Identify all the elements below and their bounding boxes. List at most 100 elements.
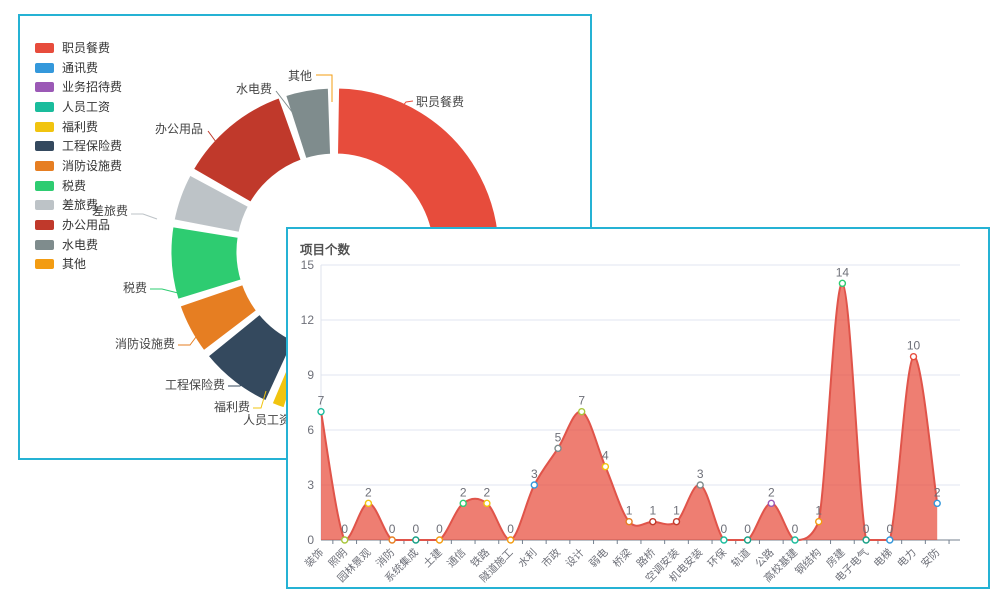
value-label-隧道施工: 0 [507, 522, 514, 536]
data-point-机电安装[interactable] [696, 481, 704, 489]
value-label-电梯: 0 [886, 522, 893, 536]
y-axis-label-12: 12 [301, 313, 315, 327]
pie-slice-10[interactable] [283, 85, 334, 162]
legend-item-6[interactable]: 消防设施费 [35, 156, 122, 176]
legend-label: 通讯费 [62, 60, 99, 75]
value-label-园林景观: 2 [365, 485, 372, 499]
pie-label-line-5 [228, 372, 252, 387]
value-label-电力: 10 [907, 339, 921, 353]
data-point-设计[interactable] [578, 407, 586, 416]
pie-label-line-0 [389, 100, 414, 123]
data-point-空调安装[interactable] [672, 517, 681, 526]
area-line [320, 282, 939, 542]
legend-item-10[interactable]: 水电费 [35, 235, 122, 255]
value-label-照明: 0 [341, 522, 348, 536]
data-point-轨道[interactable] [743, 536, 752, 544]
data-point-电梯[interactable] [886, 536, 894, 544]
legend-label: 消防设施费 [62, 158, 123, 173]
pie-label-10: 水电费 [236, 82, 272, 96]
legend-item-9[interactable]: 办公用品 [35, 215, 122, 235]
legend-swatch [35, 121, 54, 132]
legend-item-8[interactable]: 差旅费 [35, 196, 122, 216]
legend-label: 差旅费 [62, 198, 99, 213]
data-point-隧道施工[interactable] [506, 536, 515, 544]
data-point-钢结构[interactable] [815, 517, 823, 526]
value-label-装饰: 7 [318, 394, 325, 408]
value-label-土建: 0 [436, 522, 443, 536]
data-point-路桥[interactable] [649, 517, 657, 526]
legend-label: 办公用品 [62, 218, 111, 233]
pie-slice-8[interactable] [171, 172, 252, 235]
value-label-轨道: 0 [744, 522, 751, 536]
area-fill [321, 283, 938, 540]
x-axis-label-水利: 水利 [516, 547, 539, 570]
pie-label-line-4 [253, 390, 267, 409]
data-point-桥梁[interactable] [625, 517, 633, 526]
legend-swatch [35, 220, 54, 231]
pie-slice-7[interactable] [168, 224, 244, 302]
value-label-消防: 0 [389, 522, 396, 536]
legend-swatch [35, 239, 54, 250]
pie-label-line-7 [150, 288, 179, 294]
data-point-园林景观[interactable] [364, 499, 373, 508]
value-label-安防: 2 [934, 485, 941, 499]
pie-label-line-8 [131, 213, 158, 220]
value-label-高校基建: 0 [792, 522, 799, 536]
data-point-房建[interactable] [838, 279, 847, 288]
pie-label-line-6 [178, 332, 200, 346]
legend-item-0[interactable]: 职员餐费 [35, 38, 122, 58]
data-point-铁路[interactable] [483, 499, 491, 508]
y-axis-label-6: 6 [307, 423, 314, 437]
legend-label: 职员餐费 [62, 40, 111, 55]
legend-item-3[interactable]: 人员工资 [35, 97, 122, 117]
data-point-电子电气[interactable] [862, 536, 870, 544]
legend-item-4[interactable]: 福利费 [35, 117, 122, 137]
value-label-系统集成: 0 [412, 522, 419, 536]
data-point-弱电[interactable] [601, 462, 610, 471]
data-point-土建[interactable] [435, 536, 444, 544]
data-point-市政[interactable] [554, 444, 562, 453]
legend-item-1[interactable]: 通讯费 [35, 58, 122, 78]
data-point-高校基建[interactable] [791, 536, 799, 544]
legend-item-5[interactable]: 工程保险费 [35, 136, 122, 156]
legend-item-2[interactable]: 业务招待费 [35, 77, 122, 97]
data-point-水利[interactable] [530, 481, 539, 489]
value-label-房建: 14 [836, 265, 850, 279]
legend-swatch [35, 141, 54, 152]
project-count-area-chart: 036912157装饰0照明2园林景观0消防0系统集成0土建2通信2铁路0隧道施… [301, 258, 960, 585]
x-axis-label-电力: 电力 [895, 546, 919, 570]
x-axis-label-装饰: 装饰 [302, 546, 326, 570]
data-point-通信[interactable] [459, 499, 467, 508]
pie-slice-11[interactable] [331, 85, 337, 157]
data-point-安防[interactable] [933, 499, 941, 508]
data-point-消防[interactable] [388, 536, 396, 544]
x-axis-label-通信: 通信 [445, 547, 468, 570]
x-axis-label-土建: 土建 [421, 546, 445, 570]
legend-swatch [35, 160, 54, 171]
data-point-装饰[interactable] [317, 407, 325, 416]
x-axis-label-轨道: 轨道 [729, 546, 753, 570]
data-point-环保[interactable] [720, 536, 728, 544]
legend-swatch [35, 180, 54, 191]
legend-label: 税费 [62, 178, 87, 193]
project-count-panel: 项目个数 0 3 6 9 12 15 7 装饰 0 照明 2 园林景观 0 消防 0 系统集成 0 土建 2 通信 2 铁… [286, 227, 990, 589]
pie-label-6: 消防设施费 [115, 336, 175, 351]
data-point-电力[interactable] [909, 352, 918, 361]
value-label-空调安装: 1 [673, 504, 680, 518]
pie-slice-9[interactable] [190, 95, 304, 205]
legend-swatch [35, 82, 54, 93]
pie-slice-5[interactable] [205, 311, 296, 404]
pie-label-4: 福利费 [214, 399, 250, 414]
legend-item-7[interactable]: 税费 [35, 176, 122, 196]
data-point-公路[interactable] [767, 499, 775, 508]
area-chart-title: 项目个数 [300, 243, 351, 257]
data-point-照明[interactable] [341, 536, 349, 544]
data-point-系统集成[interactable] [412, 536, 420, 544]
legend-item-11[interactable]: 其他 [35, 255, 122, 275]
pie-label-0: 职员餐费 [416, 94, 464, 109]
legend-label: 水电费 [62, 237, 99, 252]
y-axis-label-3: 3 [307, 478, 314, 492]
value-label-弱电: 4 [602, 449, 609, 463]
x-axis-label-桥梁: 桥梁 [610, 546, 634, 570]
pie-label-line-11 [316, 74, 333, 102]
